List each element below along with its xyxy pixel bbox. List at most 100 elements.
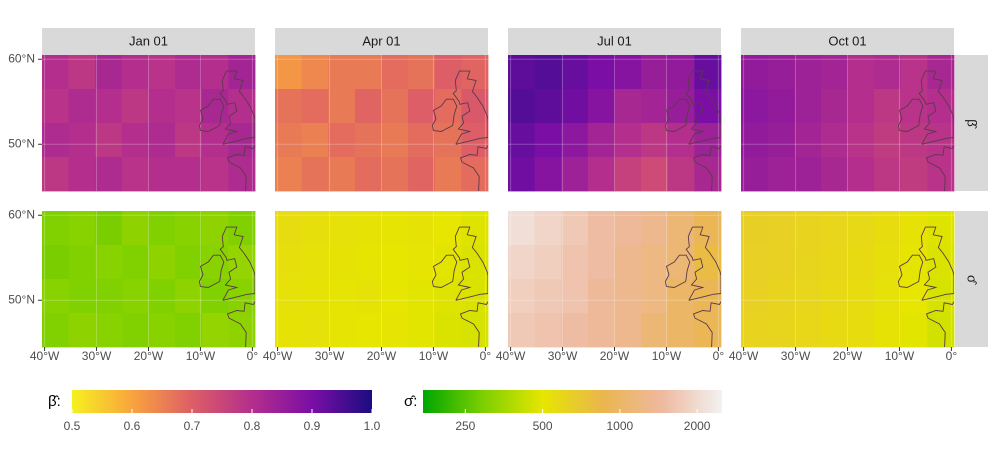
x-tick-label: 0° xyxy=(946,349,958,363)
raster-cell xyxy=(354,55,382,90)
coastline xyxy=(897,98,924,132)
raster-cell xyxy=(927,157,955,192)
coastline xyxy=(897,254,924,288)
raster-cell xyxy=(354,245,382,280)
raster-cell xyxy=(121,123,149,158)
raster-cell xyxy=(148,89,176,124)
x-tick-label: 40°W xyxy=(30,349,60,363)
raster-cell xyxy=(42,55,70,90)
coastline xyxy=(198,98,225,132)
raster-cell xyxy=(794,55,822,90)
raster-cell xyxy=(794,157,822,192)
raster-cell xyxy=(587,313,615,348)
raster-cell xyxy=(461,123,489,158)
raster-cell xyxy=(927,279,955,314)
raster-cell xyxy=(741,89,769,124)
raster-cell xyxy=(408,211,436,246)
raster-cell xyxy=(121,245,149,280)
coastline xyxy=(459,301,488,347)
raster-cell xyxy=(667,245,695,280)
coastline xyxy=(452,70,488,145)
raster-cell xyxy=(614,123,642,158)
raster-cell xyxy=(847,123,875,158)
raster-cell xyxy=(900,279,928,314)
raster-cell xyxy=(328,211,356,246)
coastline xyxy=(685,226,721,301)
raster-cell xyxy=(900,55,928,90)
raster-cell xyxy=(175,313,203,348)
raster-cell xyxy=(587,211,615,246)
facet-strip xyxy=(42,28,255,55)
raster-cell xyxy=(354,313,382,348)
raster-cell xyxy=(201,279,229,314)
raster-cell xyxy=(68,245,96,280)
raster-cell xyxy=(767,245,795,280)
raster-cell xyxy=(641,279,669,314)
raster-cell xyxy=(641,89,669,124)
raster-cell xyxy=(68,313,96,348)
y-tick-label: 60°N xyxy=(8,207,35,221)
raster-cell xyxy=(508,55,536,90)
raster-cell xyxy=(794,245,822,280)
raster-cell xyxy=(641,245,669,280)
raster-cell xyxy=(148,211,176,246)
raster-cell xyxy=(847,157,875,192)
raster-cell xyxy=(534,245,562,280)
raster-cell xyxy=(301,89,329,124)
raster-cell xyxy=(434,245,462,280)
raster-cell xyxy=(667,55,695,90)
raster-cell xyxy=(461,313,489,348)
raster-cell xyxy=(874,123,902,158)
raster-cell xyxy=(820,55,848,90)
x-tick-label: 20°W xyxy=(833,349,863,363)
raster-cell xyxy=(667,313,695,348)
raster-cell xyxy=(121,313,149,348)
raster-cell xyxy=(328,245,356,280)
y-tick-label: 50°N xyxy=(8,136,35,150)
coastline xyxy=(198,254,225,288)
raster-cell xyxy=(534,55,562,90)
raster-cell xyxy=(201,245,229,280)
raster-cell xyxy=(201,89,229,124)
raster-cell xyxy=(508,279,536,314)
raster-cell xyxy=(794,211,822,246)
raster-cell xyxy=(587,157,615,192)
raster-cell xyxy=(301,313,329,348)
facet-strip xyxy=(275,28,488,55)
raster-cell xyxy=(561,245,589,280)
legend-tick-label: 0.8 xyxy=(244,419,261,433)
raster-cell xyxy=(228,123,256,158)
raster-cell xyxy=(641,55,669,90)
raster-cell xyxy=(614,313,642,348)
raster-cell xyxy=(354,157,382,192)
raster-cell xyxy=(328,157,356,192)
raster-cell xyxy=(301,279,329,314)
raster-cell xyxy=(794,313,822,348)
raster-cell xyxy=(741,279,769,314)
raster-cell xyxy=(201,55,229,90)
raster-cell xyxy=(95,55,123,90)
raster-cell xyxy=(641,123,669,158)
raster-cell xyxy=(900,245,928,280)
raster-cell xyxy=(927,123,955,158)
coastline xyxy=(692,145,721,191)
raster-cell xyxy=(820,123,848,158)
raster-cell xyxy=(408,279,436,314)
raster-cell xyxy=(874,313,902,348)
coastline xyxy=(226,301,255,347)
facet-label: Apr 01 xyxy=(362,33,400,48)
x-tick-label: 20°W xyxy=(367,349,397,363)
raster-cell xyxy=(354,211,382,246)
raster-cell xyxy=(68,123,96,158)
raster-cell xyxy=(694,279,722,314)
raster-cell xyxy=(201,211,229,246)
raster-cell xyxy=(741,123,769,158)
raster-cell xyxy=(667,157,695,192)
raster-cell xyxy=(201,157,229,192)
legend-tick-label: 2000 xyxy=(684,419,711,433)
coastline xyxy=(692,301,721,347)
raster-cell xyxy=(820,89,848,124)
raster-cell xyxy=(741,245,769,280)
facet-label: Jul 01 xyxy=(597,33,632,48)
